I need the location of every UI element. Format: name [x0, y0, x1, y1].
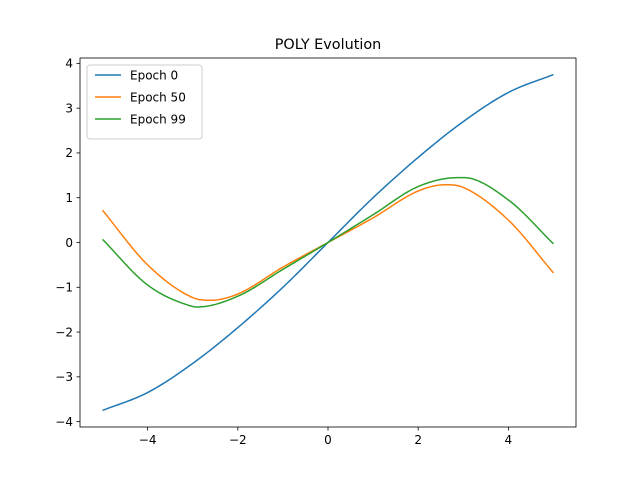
y-tick-label: −4 [55, 415, 73, 429]
plot-area [101, 73, 555, 412]
y-tick-label: −2 [55, 325, 73, 339]
y-tick-label: 0 [65, 236, 73, 250]
y-tick-label: 3 [65, 101, 73, 115]
legend-label: Epoch 0 [130, 69, 178, 83]
x-tick-label: −4 [139, 433, 157, 447]
y-tick-label: −1 [55, 281, 73, 295]
axes: −4 −2 0 2 4 −4 −3 −2 −1 0 1 2 3 4 [55, 57, 577, 447]
x-tick-label: 0 [324, 433, 332, 447]
legend: Epoch 0 Epoch 50 Epoch 99 [86, 64, 203, 140]
y-tick-label: 4 [65, 57, 73, 71]
x-tick-label: 4 [505, 433, 513, 447]
legend-box [86, 64, 203, 140]
legend-label: Epoch 99 [130, 113, 186, 127]
y-tick-label: −3 [55, 370, 73, 384]
x-tick-label: 2 [414, 433, 422, 447]
legend-label: Epoch 50 [130, 91, 186, 105]
series-line-epoch-99 [102, 176, 554, 308]
y-tick-label: 2 [65, 146, 73, 160]
x-tick-label: −2 [229, 433, 247, 447]
y-tick-label: 1 [65, 191, 73, 205]
chart-title: POLY Evolution [275, 37, 382, 53]
